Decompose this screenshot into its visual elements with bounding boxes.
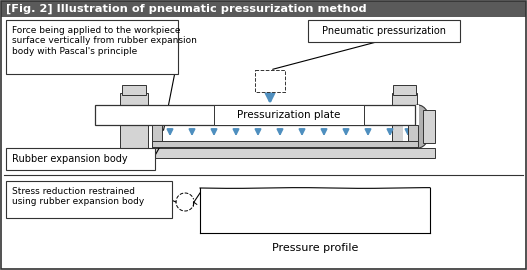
FancyBboxPatch shape xyxy=(392,93,417,148)
FancyBboxPatch shape xyxy=(6,20,178,74)
FancyBboxPatch shape xyxy=(152,141,418,147)
FancyBboxPatch shape xyxy=(214,105,364,125)
Text: Pressure profile: Pressure profile xyxy=(272,243,358,253)
Text: Pneumatic pressurization: Pneumatic pressurization xyxy=(322,26,446,36)
FancyBboxPatch shape xyxy=(403,105,419,148)
Text: Force being applied to the workpiece
surface vertically from rubber expansion
bo: Force being applied to the workpiece sur… xyxy=(12,26,197,56)
FancyBboxPatch shape xyxy=(1,1,526,17)
FancyBboxPatch shape xyxy=(308,20,460,42)
FancyBboxPatch shape xyxy=(408,125,418,147)
FancyBboxPatch shape xyxy=(423,110,435,143)
FancyBboxPatch shape xyxy=(393,85,416,95)
Text: Pressurization plate: Pressurization plate xyxy=(237,110,340,120)
Ellipse shape xyxy=(405,105,431,148)
FancyBboxPatch shape xyxy=(152,125,162,147)
FancyBboxPatch shape xyxy=(95,148,435,158)
FancyBboxPatch shape xyxy=(6,181,172,218)
FancyBboxPatch shape xyxy=(120,93,148,148)
FancyBboxPatch shape xyxy=(95,105,415,125)
Text: Rubber expansion body: Rubber expansion body xyxy=(12,154,128,164)
FancyBboxPatch shape xyxy=(122,85,146,95)
Text: [Fig. 2] Illustration of pneumatic pressurization method: [Fig. 2] Illustration of pneumatic press… xyxy=(6,4,367,14)
FancyBboxPatch shape xyxy=(6,148,155,170)
FancyBboxPatch shape xyxy=(255,70,285,92)
Text: Stress reduction restrained
using rubber expansion body: Stress reduction restrained using rubber… xyxy=(12,187,144,206)
